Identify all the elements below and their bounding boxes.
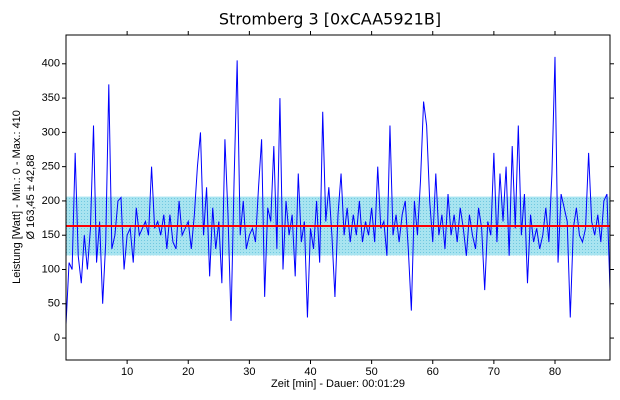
x-tick-label: 80	[549, 366, 561, 378]
chart-title: Stromberg 3 [0xCAA5921B]	[219, 10, 441, 29]
x-tick-label: 60	[427, 366, 439, 378]
y-tick-label: 150	[42, 229, 60, 241]
x-tick-label: 30	[243, 366, 255, 378]
y-tick-label: 350	[42, 92, 60, 104]
data-line	[66, 56, 610, 325]
y-tick-label: 200	[42, 195, 60, 207]
y-tick-label: 300	[42, 126, 60, 138]
y-tick-label: 400	[42, 58, 60, 70]
y-tick-label: 0	[54, 332, 60, 344]
y-axis-label-2: Ø 163,45 ± 42,88	[25, 155, 37, 240]
plot-frame	[65, 34, 611, 361]
x-tick-label: 40	[304, 366, 316, 378]
x-tick-label: 70	[488, 366, 500, 378]
x-tick-label: 20	[182, 366, 194, 378]
y-axis-label: Leistung [Watt] - Min.: 0 - Max.: 410	[11, 110, 23, 284]
y-tick-label: 250	[42, 161, 60, 173]
x-tick-label: 10	[121, 366, 133, 378]
y-tick-label: 50	[48, 298, 60, 310]
x-axis-label: Zeit [min] - Dauer: 00:01:29	[271, 378, 405, 390]
x-tick-label: 50	[365, 366, 377, 378]
y-tick-label: 100	[42, 263, 60, 275]
